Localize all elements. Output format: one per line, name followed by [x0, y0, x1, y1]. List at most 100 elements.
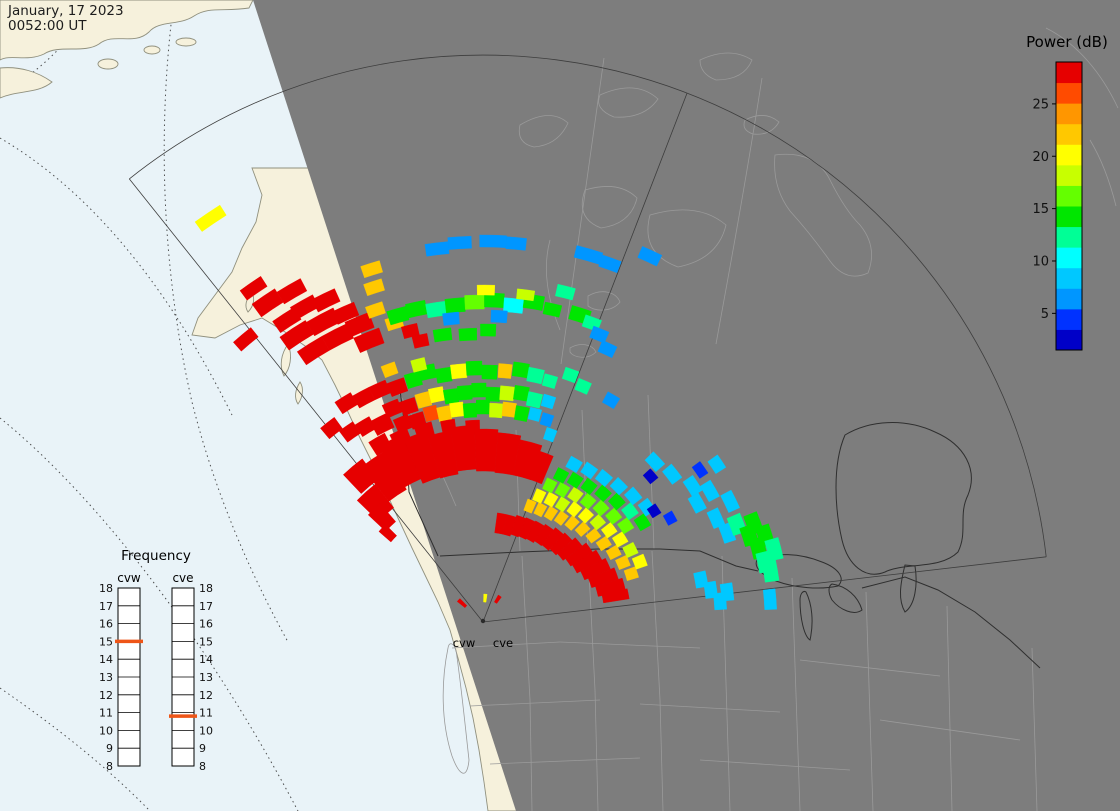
frequency-tick-label: 9 [199, 742, 206, 755]
echo-cell [489, 402, 504, 419]
echo-cell [637, 246, 663, 267]
colorbar-tick-label: 10 [1032, 254, 1049, 269]
echo-cell [615, 554, 631, 570]
echo-cell [644, 451, 666, 473]
echo-cell [623, 566, 639, 581]
echo-cell [505, 236, 527, 251]
radar-site-marker: cvw cve [453, 618, 513, 650]
echo-cell [566, 471, 584, 489]
echo-cell [389, 427, 412, 448]
frequency-title: Frequency [121, 548, 191, 564]
echo-cell [609, 476, 629, 496]
echo-cell [566, 501, 583, 518]
echo-cell [762, 588, 777, 610]
echo-cell [239, 276, 268, 301]
echo-cell [442, 311, 460, 326]
echo-cell [549, 532, 573, 556]
frequency-tick-label: 8 [199, 760, 206, 773]
echo-cell [631, 553, 648, 570]
echo-cell [592, 499, 610, 517]
echo-cell [434, 366, 453, 384]
echo-cell [595, 535, 612, 552]
echo-cell [574, 377, 592, 395]
colorbar-scale: 25 20 15 10 5 [1032, 61, 1083, 351]
echo-cell [490, 309, 508, 324]
echo-cell [662, 463, 683, 485]
frequency-tick-label: 9 [106, 742, 113, 755]
echo-cell [565, 542, 593, 567]
echo-cell [585, 527, 602, 544]
echo-cell [605, 507, 623, 525]
echo-cell [475, 399, 491, 415]
echo-cell [353, 327, 385, 353]
echo-cell [413, 421, 435, 441]
echo-cell [510, 514, 527, 538]
echo-cell [611, 531, 629, 548]
echo-cell [543, 505, 559, 522]
colorbar-title: Power (dB) [1026, 33, 1108, 51]
echo-cell [564, 515, 580, 531]
echo-cell [597, 340, 618, 359]
echo-cell [552, 467, 570, 484]
echo-cell [580, 461, 599, 480]
frequency-tick-label: 10 [99, 724, 113, 737]
echo-cell [352, 387, 375, 409]
echo-cell [706, 507, 726, 529]
date-text: January, 17 2023 [7, 3, 124, 19]
echo-cell [720, 489, 740, 513]
echo-cell [436, 405, 453, 422]
echo-cell [607, 492, 626, 511]
echo-cell [363, 278, 385, 297]
lake-huron [828, 583, 863, 613]
frequency-col-cvw: cvw [117, 571, 141, 585]
frequency-tick-label: 15 [99, 635, 113, 648]
echo-cell [598, 254, 622, 274]
echo-cell [497, 363, 513, 379]
echo-cell [456, 598, 468, 608]
echo-cell [511, 361, 530, 379]
frequency-tick-label: 13 [99, 671, 113, 684]
echo-cell [476, 284, 496, 296]
radar-origin-dot [480, 618, 486, 624]
coastal-island [280, 343, 291, 377]
echo-cell [403, 370, 423, 389]
radar-label-cve: cve [493, 636, 513, 650]
echo-cell [565, 455, 583, 473]
echo-cell [338, 421, 361, 443]
echo-cell [480, 323, 497, 337]
frequency-tick-label: 14 [199, 653, 213, 666]
frequency-tick-label: 8 [106, 760, 113, 773]
echo-cell [633, 513, 652, 532]
echo-cell [483, 593, 488, 603]
echo-cell [605, 544, 622, 561]
echo-cell [621, 502, 639, 521]
echo-cell [442, 388, 460, 405]
echo-cell [344, 312, 375, 338]
echo-cell [481, 364, 498, 380]
echo-cell [601, 588, 630, 604]
echo-cell [424, 241, 450, 257]
echo-cell [365, 301, 386, 319]
frequency-col-cve: cve [172, 571, 193, 585]
echo-cell [464, 294, 485, 310]
echo-cell [541, 527, 564, 551]
frequency-scales: 18 17 16 15 14 13 12 11 10 9 8 18 17 16 15 14 13 12 11 10 9 8 [99, 582, 213, 773]
echo-cell [662, 510, 678, 526]
echo-cell [532, 488, 547, 504]
echo-cell [440, 418, 457, 436]
echo-cell [311, 288, 341, 313]
echo-cell [474, 428, 499, 472]
echo-cell [194, 204, 227, 232]
echo-cell [386, 306, 410, 326]
echo-cell [580, 477, 598, 496]
frequency-tick-label: 16 [199, 618, 213, 631]
echo-cell [554, 481, 571, 499]
echo-cell [462, 402, 477, 419]
echo-cell [602, 391, 621, 410]
aleutian-island [175, 37, 197, 47]
echo-cell [554, 496, 571, 513]
echo-cell [444, 297, 466, 314]
echo-cell [623, 486, 643, 506]
echo-cell [642, 468, 659, 485]
